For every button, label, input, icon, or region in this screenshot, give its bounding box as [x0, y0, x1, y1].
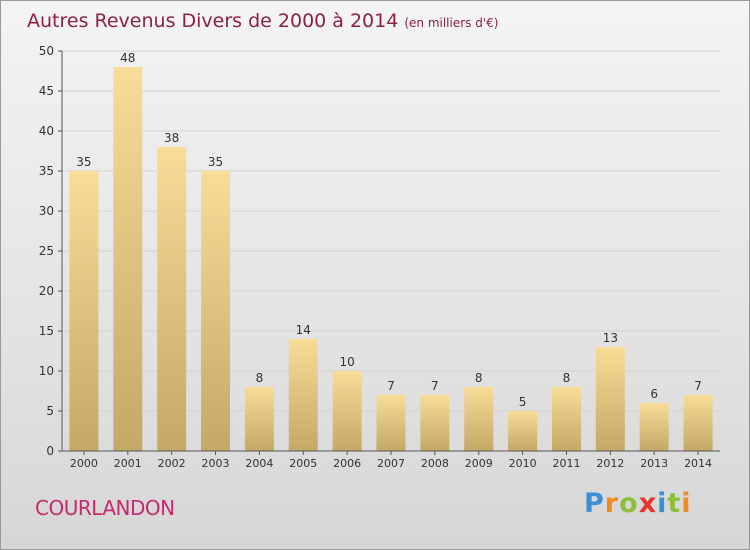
x-tick-label: 2001	[114, 457, 142, 470]
y-tick-label: 45	[39, 84, 54, 98]
bar	[683, 395, 713, 451]
bar	[157, 147, 187, 451]
logo-letter: P	[584, 488, 605, 519]
chart-subtitle: (en milliers d'€)	[404, 16, 499, 30]
x-tick-label: 2010	[509, 457, 537, 470]
x-tick-label: 2009	[465, 457, 493, 470]
bar	[69, 171, 99, 451]
logo-letter: t	[667, 488, 682, 519]
logo-letter: r	[604, 488, 620, 519]
y-tick-label: 0	[46, 444, 54, 458]
x-tick-label: 2004	[245, 457, 273, 470]
data-label: 38	[164, 131, 179, 145]
y-tick-label: 10	[39, 364, 54, 378]
x-tick-label: 2014	[684, 457, 712, 470]
data-label: 14	[296, 323, 311, 337]
x-tick-label: 2006	[333, 457, 361, 470]
x-tick-label: 2002	[158, 457, 186, 470]
bar	[464, 387, 494, 451]
logo-letter: i	[681, 488, 692, 519]
x-tick-label: 2008	[421, 457, 449, 470]
bar	[595, 347, 625, 451]
x-tick-label: 2013	[640, 457, 668, 470]
data-label: 7	[694, 379, 702, 393]
bar	[113, 67, 143, 451]
x-tick-label: 2011	[552, 457, 580, 470]
y-tick-label: 40	[39, 124, 54, 138]
data-label: 35	[208, 155, 223, 169]
chart-title-text: Autres Revenus Divers de 2000 à 2014	[27, 10, 399, 32]
bar	[508, 411, 538, 451]
bar	[288, 339, 318, 451]
bar	[244, 387, 274, 451]
y-tick-label: 50	[39, 44, 54, 58]
bar	[332, 371, 362, 451]
y-tick-label: 30	[39, 204, 54, 218]
data-label: 8	[256, 371, 264, 385]
logo-letter: x	[638, 488, 658, 519]
data-label: 7	[387, 379, 395, 393]
y-tick-label: 5	[46, 404, 54, 418]
bar	[420, 395, 450, 451]
x-tick-label: 2005	[289, 457, 317, 470]
data-label: 7	[431, 379, 439, 393]
x-tick-label: 2012	[596, 457, 624, 470]
data-label: 6	[650, 387, 658, 401]
bar	[639, 403, 669, 451]
data-label: 10	[339, 355, 354, 369]
x-tick-label: 2003	[202, 457, 230, 470]
bar	[201, 171, 231, 451]
x-tick-label: 2000	[70, 457, 98, 470]
data-label: 8	[563, 371, 571, 385]
proxiti-logo: Proxiti	[584, 488, 692, 519]
data-label: 35	[76, 155, 91, 169]
x-tick-label: 2007	[377, 457, 405, 470]
data-label: 8	[475, 371, 483, 385]
place-name: COURLANDON	[35, 496, 175, 520]
y-tick-label: 25	[39, 244, 54, 258]
y-tick-label: 15	[39, 324, 54, 338]
data-label: 13	[603, 331, 618, 345]
bar	[376, 395, 406, 451]
logo-letter: i	[657, 488, 668, 519]
logo-letter: o	[619, 488, 639, 519]
y-tick-label: 35	[39, 164, 54, 178]
data-label: 48	[120, 51, 135, 65]
bar	[551, 387, 581, 451]
chart-title: Autres Revenus Divers de 2000 à 2014 (en …	[27, 10, 498, 32]
y-tick-label: 20	[39, 284, 54, 298]
data-label: 5	[519, 395, 527, 409]
